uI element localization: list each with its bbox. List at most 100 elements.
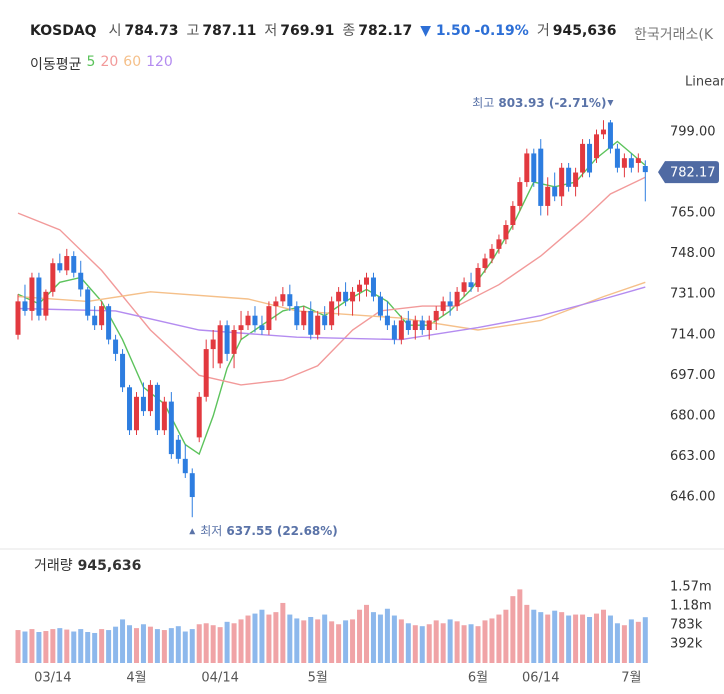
candle-body (510, 205, 516, 226)
x-tick-label: 04/14 (201, 671, 238, 686)
candle-body (524, 153, 530, 183)
volume-tick-label: 783k (670, 618, 703, 633)
volume-bar (628, 619, 634, 663)
volume-bar (545, 614, 551, 663)
volume-bar (517, 589, 523, 663)
volume-bar (273, 612, 279, 663)
ma-legend-item[interactable]: 20 (100, 54, 119, 70)
candle-body (370, 277, 376, 297)
candle-body (440, 301, 446, 311)
candle-body (266, 306, 272, 331)
candle-body (147, 384, 153, 412)
low-value: 769.91 (280, 23, 335, 39)
volume-bar (350, 619, 356, 663)
volume-bar (133, 628, 139, 663)
candle-body (503, 225, 509, 240)
candle-body (168, 401, 174, 455)
volume-bar (127, 625, 133, 663)
y-tick-label: 697.00 (670, 368, 716, 383)
min-annotation: 최저 637.55 (22.68%) (200, 524, 338, 538)
volume-value: 945,636 (552, 23, 617, 39)
volume-bar (15, 630, 21, 663)
candle-body (301, 310, 307, 326)
ma-label: 이동평균 (30, 57, 82, 73)
volume-bar (182, 631, 188, 663)
candle-body (210, 339, 216, 350)
open-value: 784.73 (124, 23, 179, 39)
volume-bar (503, 609, 509, 663)
volume-bar (559, 612, 565, 663)
volume-tick-label: 1.18m (670, 598, 712, 613)
min-value: 637.55 (22.68%) (226, 524, 337, 538)
x-tick-label: 06/14 (522, 671, 559, 686)
candle-body (294, 306, 300, 326)
change: ▼ 1.50 (420, 23, 471, 39)
price-tag (658, 161, 719, 184)
volume-bar (454, 621, 460, 663)
volume-bar (113, 626, 119, 663)
volume-bar (370, 612, 376, 663)
scale-mode[interactable]: Linear (685, 75, 724, 90)
candle-body (482, 258, 488, 268)
candle-body (64, 256, 70, 271)
candle-body (273, 301, 279, 307)
volume-bar (85, 632, 91, 663)
ma-legend-item[interactable]: 60 (123, 54, 142, 70)
volume-bar (635, 621, 641, 663)
min-arrow (189, 528, 196, 535)
ma-legend-item[interactable]: 120 (146, 54, 173, 70)
candle-body (154, 384, 160, 431)
volume-bar (600, 609, 606, 663)
volume-title: 거래량 945,636 (34, 558, 141, 574)
candle-body (245, 315, 251, 326)
candle-body (377, 296, 383, 316)
candle-body (315, 315, 321, 335)
candle-body (189, 473, 195, 498)
candle-body (259, 325, 265, 331)
volume-bar (147, 626, 153, 663)
y-tick-label: 680.00 (670, 408, 716, 423)
candle-body (336, 291, 342, 302)
candle-body (573, 172, 579, 187)
volume-bar (161, 630, 167, 663)
volume-bar (482, 620, 488, 663)
candle-body (308, 310, 314, 335)
candle-body (642, 166, 648, 173)
candle-body (252, 315, 258, 326)
volume-bar (231, 623, 237, 663)
volume-bar (412, 625, 418, 663)
volume-bar (538, 612, 544, 663)
quote-header: KOSDAQ 시 784.73 고 787.11 저 769.91 종 782.17 ▼… (30, 20, 624, 40)
volume-bar (301, 620, 307, 663)
volume-bar (607, 615, 613, 663)
volume-bar (524, 604, 530, 663)
candle-body (175, 439, 181, 459)
volume-bar (336, 624, 342, 663)
max-label: 최고 (472, 96, 494, 110)
candle-body (475, 267, 481, 288)
candle-body (357, 284, 363, 292)
volume-bar (238, 619, 244, 663)
candle-body (287, 294, 293, 307)
candle-body (635, 158, 641, 163)
volume-title-value: 945,636 (78, 558, 142, 574)
candle-body (587, 143, 593, 173)
volume-bar (120, 619, 126, 663)
x-tick-label: 5월 (308, 671, 328, 686)
volume-title-label: 거래량 (34, 558, 73, 574)
candle-body (607, 122, 613, 149)
ma-legend-item[interactable]: 5 (86, 54, 96, 70)
candle-body (350, 291, 356, 302)
ma-legend: 이동평균 5 20 60 120 (30, 54, 173, 74)
volume-bar (315, 619, 321, 663)
candle-body (496, 239, 502, 249)
volume-bar (196, 624, 202, 663)
high-label: 고 (186, 23, 200, 39)
volume-bar (377, 614, 383, 663)
volume-bar (642, 617, 648, 663)
candle-body (43, 291, 49, 316)
candle-body (280, 294, 286, 302)
candle-body (517, 182, 523, 206)
volume-bar (496, 614, 502, 663)
